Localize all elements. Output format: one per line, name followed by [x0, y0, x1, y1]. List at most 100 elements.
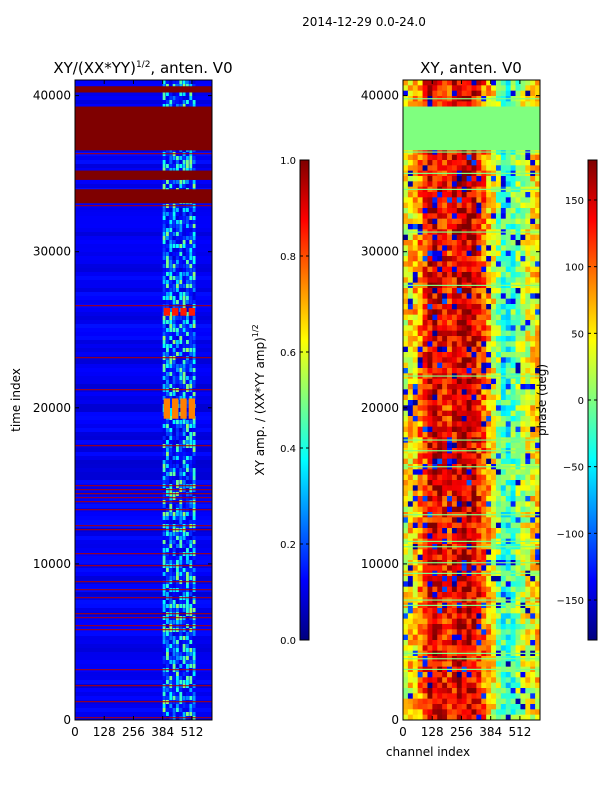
right-heat-cell — [407, 336, 414, 342]
right-heat-cell — [535, 384, 540, 390]
right-heat-cell — [535, 357, 540, 364]
right-heat-cell — [525, 154, 531, 161]
left-heat-cell — [186, 264, 189, 269]
right-heat-cell — [520, 213, 526, 220]
right-heat-cell — [495, 346, 502, 353]
left-heat-cell — [176, 220, 179, 225]
right-heat-cell — [510, 330, 516, 337]
right-heat-cell — [510, 517, 516, 524]
right-heat-cell — [510, 240, 516, 246]
left-heat-cell — [192, 592, 196, 597]
right-heat-cell — [491, 592, 497, 598]
right-heat-cell — [471, 245, 477, 252]
right-heat-cell — [510, 432, 516, 438]
right-heat-cell — [486, 357, 492, 364]
left-heat-cell — [169, 392, 173, 397]
right-heat-cell — [471, 565, 477, 572]
right-heat-cell — [515, 154, 521, 161]
right-heat-cell — [481, 613, 487, 620]
right-heat-cell — [427, 240, 433, 246]
right-heat-cell — [417, 325, 423, 332]
right-heat-cell — [535, 453, 540, 460]
right-heat-cell — [451, 298, 458, 305]
right-heat-cell — [427, 565, 433, 572]
right-heat-cell — [510, 261, 516, 268]
left-heat-cell — [166, 208, 169, 213]
right-heat-cell — [447, 154, 453, 161]
right-heat-cell — [495, 218, 502, 225]
left-colorbar-tick-label: 0.0 — [280, 636, 296, 647]
right-heat-cell — [407, 160, 414, 166]
left-heat-cell — [192, 208, 196, 213]
left-heat-cell — [169, 680, 173, 685]
right-heat-cell — [481, 405, 487, 412]
right-heat-cell — [412, 624, 419, 630]
left-heat-cell — [189, 520, 193, 525]
right-heat-cell — [461, 608, 468, 614]
left-heat-cell — [192, 460, 196, 465]
left-heat-cell — [172, 424, 176, 429]
right-heat-cell — [447, 90, 453, 97]
left-heat-cell — [166, 372, 169, 377]
right-heat-cell — [447, 410, 453, 417]
right-heat-cell — [437, 384, 443, 390]
right-heat-cell — [505, 618, 512, 625]
right-heat-cell — [412, 90, 419, 97]
right-heat-cell — [486, 330, 492, 337]
left-heat-cell — [162, 92, 166, 97]
left-heat-cell — [172, 80, 176, 85]
left-heat-cell — [179, 712, 183, 717]
right-heat-cell — [481, 378, 487, 385]
left-heat-cell — [189, 608, 193, 613]
left-heat-cell — [169, 340, 173, 345]
right-heat-cell — [432, 288, 438, 294]
right-heat-cell — [505, 85, 512, 92]
right-heat-cell — [447, 384, 453, 390]
right-heat-cell — [466, 202, 472, 209]
left-panel: XY/(XX*YY)1/2, anten. V0 0 128 256 384 512 0… — [9, 59, 233, 739]
left-heat-row — [75, 640, 212, 645]
right-heat-cell — [535, 245, 540, 252]
right-heat-cell — [427, 389, 433, 396]
left-heat-cell — [176, 440, 179, 445]
right-heat-cell — [417, 314, 423, 321]
right-heat-cell — [491, 245, 497, 252]
right-heat-cell — [481, 288, 487, 294]
right-heat-cell — [495, 320, 502, 326]
right-heat-cell — [442, 613, 448, 620]
left-heat-cell — [166, 264, 169, 269]
right-heat-cell — [442, 181, 448, 188]
right-heat-cell — [427, 405, 433, 412]
right-heat-cell — [476, 192, 482, 198]
left-heat-flag-line — [75, 205, 212, 207]
left-heat-cell — [169, 264, 173, 269]
right-heat-cell — [530, 368, 536, 374]
right-heat-flag-line — [403, 546, 540, 548]
right-heat-cell — [456, 661, 463, 668]
right-heat-cell — [505, 357, 512, 364]
right-heat-cell — [442, 192, 448, 198]
left-heat-cell — [192, 284, 196, 289]
left-heat-cell — [179, 280, 183, 285]
left-heat-cell — [182, 476, 186, 481]
left-heat-cell — [176, 212, 179, 217]
left-heat-cell — [166, 536, 169, 541]
right-heat-cell — [476, 554, 482, 561]
right-heat-cell — [535, 586, 540, 593]
left-heat-cell — [186, 216, 189, 221]
right-heat-cell — [442, 336, 448, 342]
left-heat-patch — [188, 307, 196, 316]
right-heat-cell — [432, 293, 438, 300]
left-heat-cell — [166, 480, 169, 485]
right-heat-cell — [510, 634, 516, 641]
left-heat-cell — [172, 572, 176, 577]
left-heat-cell — [186, 456, 189, 461]
right-heat-cell — [495, 592, 502, 598]
left-heat-flag-line — [75, 525, 212, 527]
right-heat-cell — [505, 261, 512, 268]
right-heat-cell — [481, 202, 487, 209]
right-heat-cell — [461, 224, 468, 230]
right-heat-cell — [495, 533, 502, 540]
left-heat-cell — [172, 364, 176, 369]
left-heat-cell — [192, 472, 196, 477]
